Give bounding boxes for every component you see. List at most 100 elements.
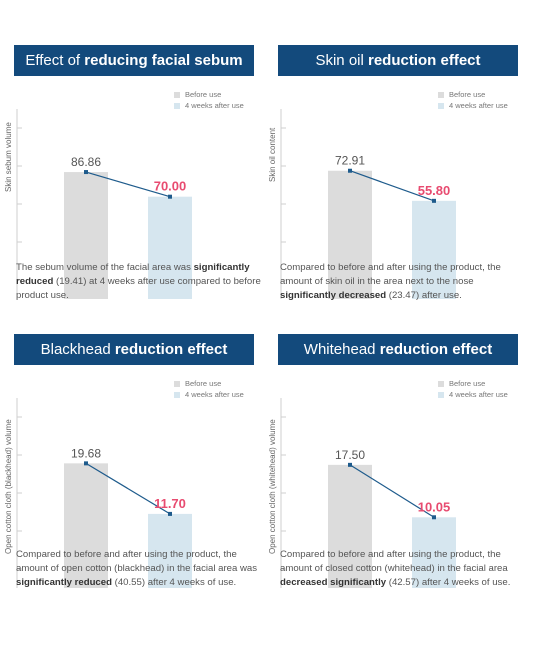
- point-after: [168, 194, 172, 199]
- chart-svg: 86.86 70.00: [16, 109, 192, 299]
- desc-emphasis: significantly decreased: [280, 290, 387, 301]
- legend-before: Before use: [174, 89, 244, 100]
- title-plain: Effect of: [25, 52, 85, 69]
- panel-title: Effect of reducing facial sebum: [14, 45, 254, 76]
- chart-svg: 17.50 10.05: [280, 398, 456, 588]
- legend-swatch-before: [174, 380, 180, 387]
- trend-line: [85, 171, 171, 198]
- panel-description: Compared to before and after using the p…: [280, 548, 530, 590]
- value-label-after: 11.70: [154, 496, 186, 511]
- legend-after: 4 weeks after use: [438, 389, 508, 400]
- desc-text: (42.57) after 4 weeks of use.: [386, 577, 511, 588]
- panel-skin-oil: Skin oil reduction effect Skin oil conte…: [268, 45, 518, 301]
- chart-area: Skin oil content Before use 4 weeks afte…: [268, 87, 518, 303]
- point-before: [348, 462, 352, 467]
- bar-before: [64, 172, 108, 299]
- point-before: [84, 170, 88, 175]
- legend-swatch-before: [174, 91, 180, 98]
- legend-before-label: Before use: [185, 379, 222, 388]
- desc-text: Compared to before and after using the p…: [16, 549, 258, 574]
- legend-after-label: 4 weeks after use: [185, 101, 244, 110]
- desc-emphasis: significantly reduced: [16, 262, 250, 287]
- desc-text: Compared to before and after using the p…: [280, 549, 508, 574]
- chart-svg: 19.68 11.70: [16, 398, 192, 588]
- y-axis-label: Open cotton cloth (whitehead) volume: [268, 419, 277, 554]
- panel-description: Compared to before and after using the p…: [280, 261, 530, 303]
- legend-before: Before use: [438, 378, 508, 389]
- title-bold: reducing facial sebum: [84, 52, 243, 69]
- desc-text: (23.47) after use.: [386, 290, 462, 301]
- value-label-after: 55.80: [418, 183, 451, 198]
- desc-text: (19.41) at 4 weeks after use compared to…: [16, 276, 261, 301]
- desc-emphasis: significantly reduced: [16, 577, 112, 588]
- legend-after: 4 weeks after use: [174, 100, 244, 111]
- legend: Before use 4 weeks after use: [174, 378, 244, 400]
- bar-after: [148, 196, 192, 299]
- trend-line: [349, 464, 435, 518]
- legend: Before use 4 weeks after use: [438, 378, 508, 400]
- value-label-after: 70.00: [154, 179, 187, 194]
- bar-before: [64, 463, 108, 588]
- panel-title: Skin oil reduction effect: [278, 45, 518, 76]
- desc-text: Compared to before and after using the p…: [280, 262, 501, 287]
- legend: Before use 4 weeks after use: [174, 89, 244, 111]
- value-label-before: 86.86: [71, 155, 101, 169]
- panel-title: Whitehead reduction effect: [278, 334, 518, 365]
- trend-line: [349, 170, 435, 202]
- value-label-after: 10.05: [418, 499, 451, 514]
- legend-after-label: 4 weeks after use: [449, 390, 508, 399]
- point-after: [432, 515, 436, 520]
- title-bold: reduction effect: [114, 341, 228, 358]
- bar-after: [412, 517, 456, 588]
- title-plain: Blackhead: [40, 341, 115, 358]
- bar-before: [328, 170, 372, 299]
- y-axis-label: Skin sebum volume: [4, 122, 13, 192]
- legend-before-label: Before use: [449, 379, 486, 388]
- legend-before-label: Before use: [185, 90, 222, 99]
- point-before: [84, 461, 88, 466]
- chart-area: Open cotton cloth (blackhead) volume Bef…: [4, 376, 254, 592]
- trend-line: [85, 462, 171, 515]
- panel-description: Compared to before and after using the p…: [16, 548, 266, 590]
- title-bold: reduction effect: [368, 52, 481, 69]
- legend-before: Before use: [438, 89, 508, 100]
- legend-before-label: Before use: [449, 90, 486, 99]
- legend-after: 4 weeks after use: [438, 100, 508, 111]
- legend-after: 4 weeks after use: [174, 389, 244, 400]
- title-plain: Skin oil: [315, 52, 368, 69]
- bar-after: [148, 513, 192, 588]
- bar-before: [328, 464, 372, 588]
- desc-text: (40.55) after 4 weeks of use.: [111, 577, 237, 588]
- value-label-before: 19.68: [71, 446, 101, 460]
- chart-area: Skin sebum volume Before use 4 weeks aft…: [4, 87, 254, 303]
- panel-description: The sebum volume of the facial area was …: [16, 261, 266, 303]
- panel-blackhead: Blackhead reduction effect Open cotton c…: [4, 334, 257, 588]
- legend-after-label: 4 weeks after use: [449, 101, 508, 110]
- legend-before: Before use: [174, 378, 244, 389]
- point-after: [168, 511, 172, 516]
- legend-after-label: 4 weeks after use: [185, 390, 244, 399]
- chart-svg: 72.91 55.80: [280, 109, 456, 299]
- point-after: [432, 198, 436, 203]
- legend-swatch-after: [174, 102, 180, 109]
- legend-swatch-before: [438, 91, 444, 98]
- desc-text: The sebum volume of the facial area was: [16, 262, 194, 273]
- y-axis-label: Open cotton cloth (blackhead) volume: [4, 419, 13, 554]
- legend-swatch-before: [438, 380, 444, 387]
- legend: Before use 4 weeks after use: [438, 89, 508, 111]
- point-before: [348, 168, 352, 173]
- y-axis-label: Skin oil content: [268, 127, 277, 182]
- legend-swatch-after: [174, 391, 180, 398]
- bar-after: [412, 200, 456, 299]
- panel-whitehead: Whitehead reduction effect Open cotton c…: [268, 334, 518, 588]
- chart-area: Open cotton cloth (whitehead) volume Bef…: [268, 376, 518, 592]
- legend-swatch-after: [438, 391, 444, 398]
- desc-emphasis: decreased significantly: [280, 577, 387, 588]
- title-plain: Whitehead: [303, 341, 380, 358]
- legend-swatch-after: [438, 102, 444, 109]
- value-label-before: 17.50: [335, 448, 365, 462]
- value-label-before: 72.91: [335, 154, 365, 168]
- panel-title: Blackhead reduction effect: [14, 334, 254, 365]
- panel-sebum: Effect of reducing facial sebum Skin seb…: [4, 45, 261, 301]
- title-bold: reduction effect: [379, 341, 493, 358]
